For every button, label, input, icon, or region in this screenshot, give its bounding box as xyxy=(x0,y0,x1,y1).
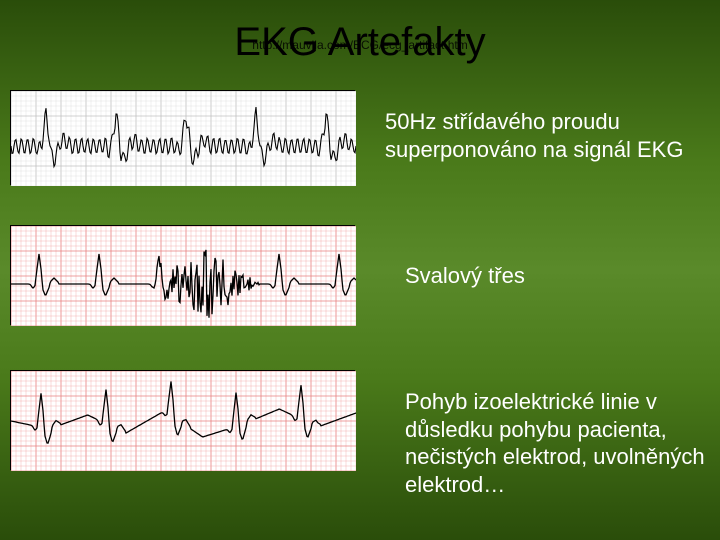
ecg-strip-0 xyxy=(10,90,355,185)
description-0: 50Hz střídavého proudu superponováno na … xyxy=(385,108,695,163)
ecg-strip-1 xyxy=(10,225,355,325)
ecg-strip-2 xyxy=(10,370,355,470)
source-url: http://mauvila.com/ECG/ecg_artifact.htm xyxy=(0,38,720,52)
description-1: Svalový třes xyxy=(405,262,695,290)
description-2: Pohyb izoelektrické linie v důsledku poh… xyxy=(405,388,705,498)
